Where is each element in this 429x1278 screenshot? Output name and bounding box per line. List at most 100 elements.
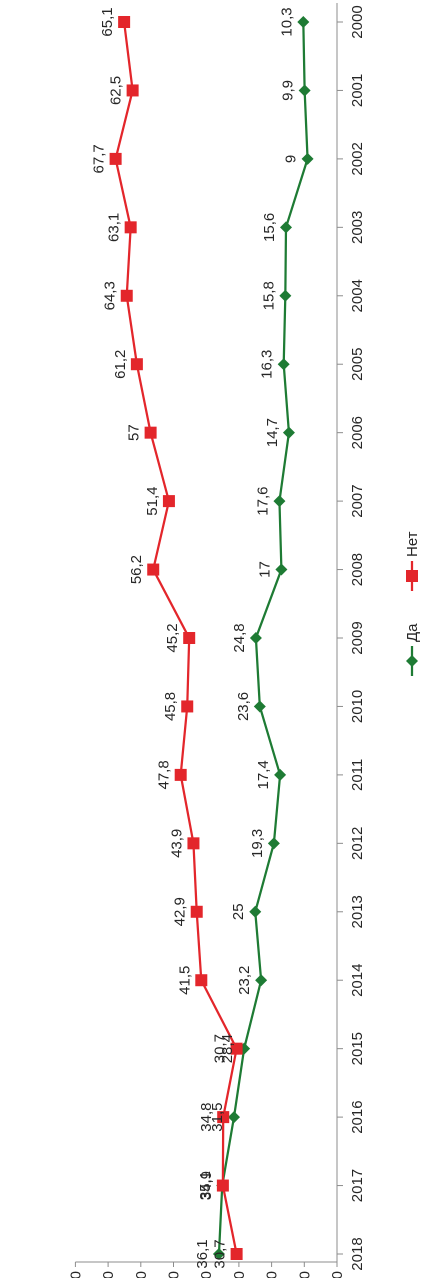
value-tick-label: 30 (231, 1271, 248, 1278)
data-point (249, 905, 262, 918)
data-point (118, 16, 131, 28)
category-tick-label: 2013 (349, 895, 366, 928)
category-tick-label: 2000 (349, 5, 366, 38)
legend-marker (406, 570, 418, 582)
data-point (227, 1111, 240, 1124)
data-label: 10,3 (278, 7, 295, 36)
category-tick-label: 2015 (349, 1032, 366, 1065)
legend: Да Нет (404, 531, 421, 676)
data-point (249, 632, 262, 644)
data-point (187, 837, 200, 850)
data-label: 65,1 (99, 7, 116, 36)
data-point (274, 768, 287, 781)
data-point (147, 563, 160, 576)
data-label: 47,8 (156, 760, 173, 789)
data-point (162, 495, 175, 508)
data-point (282, 426, 295, 439)
data-label: 45,8 (162, 692, 179, 721)
data-point (279, 221, 292, 234)
category-tick-label: 2011 (349, 759, 366, 791)
data-label: 34,9 (198, 1171, 215, 1200)
data-label: 41,5 (176, 966, 193, 995)
value-tick-label: 50 (166, 1271, 183, 1278)
data-label: 31,5 (209, 1103, 226, 1132)
category-tick-label: 2008 (349, 553, 366, 586)
data-label: 25 (230, 903, 247, 920)
data-label: 9,9 (280, 80, 297, 101)
data-label: 17 (256, 561, 273, 578)
data-label: 63,1 (106, 213, 123, 242)
value-tick-label: 60 (133, 1271, 150, 1278)
legend-item: Нет (404, 531, 421, 591)
data-label: 45,2 (164, 623, 181, 652)
category-tick-label: 2006 (349, 416, 366, 449)
data-point (279, 289, 292, 302)
data-label: 42,9 (172, 897, 189, 926)
data-point (253, 700, 266, 713)
data-point (181, 700, 194, 713)
category-tick-label: 2005 (349, 348, 366, 381)
data-point (130, 358, 143, 371)
category-tick-label: 2017 (349, 1169, 366, 1202)
data-point (301, 152, 314, 165)
data-point (174, 768, 187, 781)
data-point (124, 221, 137, 234)
category-tick-label: 2010 (349, 690, 366, 723)
data-label: 43,9 (168, 829, 185, 858)
data-label: 51,4 (144, 487, 161, 516)
category-tick-label: 2014 (349, 964, 366, 997)
data-label: 56,2 (128, 555, 145, 584)
data-label: 28,4 (219, 1034, 236, 1063)
category-tick-label: 2002 (349, 142, 366, 175)
series-lines (114, 21, 309, 1255)
data-label: 23,2 (236, 966, 253, 995)
data-point (230, 1042, 243, 1055)
category-tick-label: 2001 (349, 74, 366, 107)
data-point (126, 84, 139, 97)
data-label: 17,6 (254, 487, 271, 516)
x-axis-ticks: 2000 2001 2002 2003 2004 2005 2006 2007 2008 2009… (337, 5, 366, 1271)
data-point (217, 1111, 230, 1124)
legend-label: Нет (404, 531, 421, 557)
category-tick-label: 2003 (349, 211, 366, 244)
data-point (275, 563, 288, 576)
data-point (273, 495, 286, 508)
category-tick-label: 2009 (349, 621, 366, 654)
data-label: 19,3 (249, 829, 266, 858)
data-point (109, 152, 122, 165)
data-point (212, 1248, 225, 1260)
data-label: 30,7 (212, 1239, 229, 1268)
data-point (190, 905, 203, 918)
category-tick-label: 2016 (349, 1100, 366, 1133)
data-label: 23,6 (235, 692, 252, 721)
data-point (195, 974, 208, 987)
value-tick-label: 10 (296, 1271, 313, 1278)
value-tick-label: 80 (67, 1271, 84, 1278)
category-tick-label: 2018 (349, 1237, 366, 1270)
series-markers (109, 16, 314, 1260)
value-tick-label: 70 (100, 1271, 117, 1278)
category-tick-label: 2007 (349, 484, 366, 517)
data-label: 57 (126, 424, 143, 441)
data-label: 15,8 (260, 281, 277, 310)
legend-marker (406, 655, 418, 667)
legend-label: Да (404, 623, 421, 642)
data-label: 35,1 (197, 1171, 214, 1200)
data-label: 64,3 (102, 281, 119, 310)
data-label: 61,2 (112, 350, 129, 379)
data-point (120, 289, 133, 302)
y-axis-ticks: 0 10 20 30 40 50 60 70 80 (67, 1262, 346, 1278)
value-tick-label: 20 (264, 1271, 281, 1278)
data-point (255, 974, 268, 987)
category-tick-label: 2004 (349, 279, 366, 312)
legend-item: Да (404, 623, 421, 676)
data-point (230, 1248, 243, 1260)
data-point (277, 358, 290, 371)
data-point (183, 632, 196, 644)
data-label: 14,7 (264, 418, 281, 447)
data-label: 9 (283, 155, 300, 163)
data-label: 62,5 (108, 76, 125, 105)
value-tick-label: 40 (198, 1271, 215, 1278)
data-label: 67,7 (91, 144, 108, 173)
